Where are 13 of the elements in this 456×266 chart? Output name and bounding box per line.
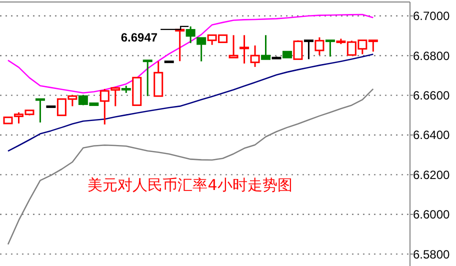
candlestick [46,105,56,108]
candlestick [240,34,250,64]
annotation: 6.6947 [120,30,158,44]
y-tick-label: 6.5800 [413,247,450,262]
line-series [7,54,374,152]
y-tick-label: 6.6200 [413,168,450,182]
y-tick-label: 6.7000 [413,9,450,24]
y-tick-label: 6.6600 [413,88,450,102]
text: 美元对人民币汇率4小时走势图 [88,176,292,194]
candlestick [164,60,174,64]
y-tick-label: 6.6800 [413,48,450,63]
y-tick-label: 6.6400 [413,128,450,142]
y-tick-label: 6.6000 [413,208,450,222]
